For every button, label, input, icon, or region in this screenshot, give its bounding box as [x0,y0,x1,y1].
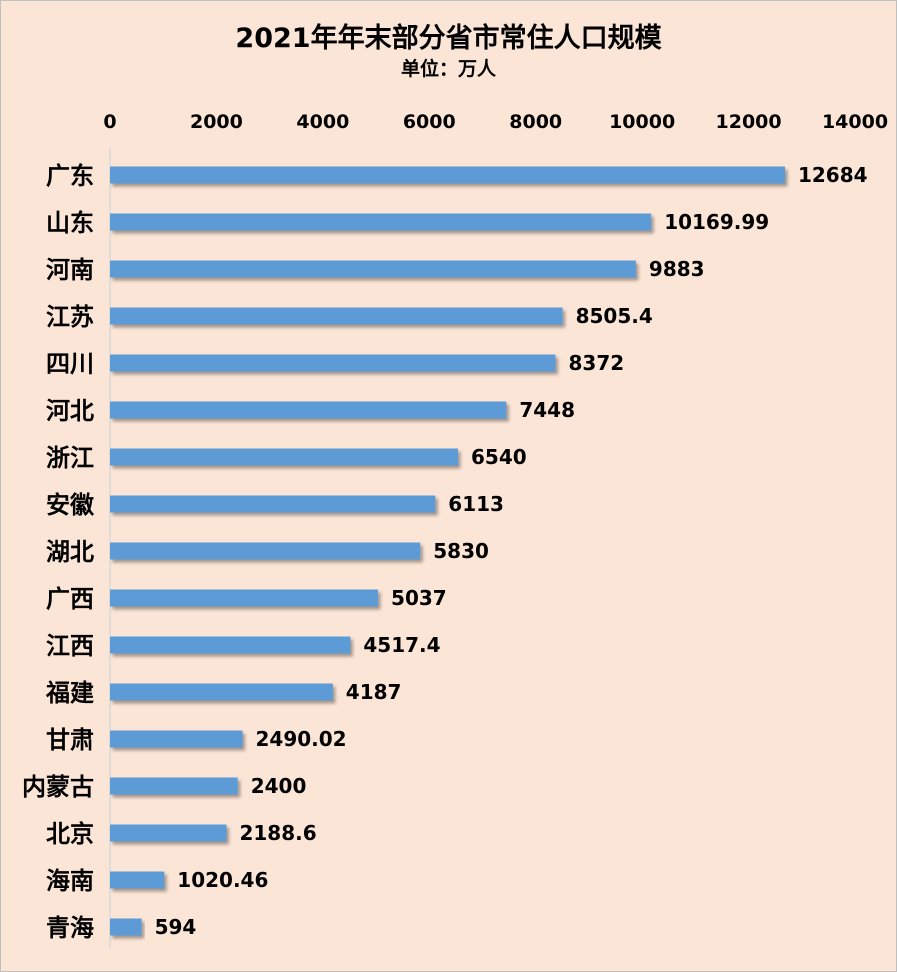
category-label: 甘肃 [46,726,94,754]
data-label: 4517.4 [363,633,440,657]
category-label: 广西 [46,585,94,613]
bar [110,918,142,936]
category-label: 青海 [46,914,94,942]
category-label: 山东 [46,209,94,237]
bar [110,260,636,278]
x-tick-label: 12000 [716,111,782,133]
data-label: 10169.99 [664,210,769,234]
bars [110,166,785,936]
category-label: 四川 [46,350,94,378]
x-tick-label: 6000 [403,111,456,133]
bar [110,871,165,889]
bar [110,636,351,654]
category-label: 广东 [46,162,94,190]
data-label: 8505.4 [576,304,653,328]
category-label: 福建 [45,679,94,707]
category-label: 浙江 [46,444,94,472]
bar [110,354,556,372]
bar [110,589,379,607]
bar [110,213,652,231]
category-label: 内蒙古 [22,773,94,801]
x-axis-tick-labels: 0 2000 4000 6000 8000 10000 12000 14000 [103,111,888,133]
x-tick-label: 0 [103,111,116,133]
bar [110,401,507,419]
data-label: 4187 [346,680,402,704]
data-labels: 12684 10169.99 9883 8505.4 8372 7448 6540 6113 5… [155,163,868,939]
bar [110,307,563,325]
data-label: 6113 [448,492,504,516]
bar [110,495,436,513]
chart-subtitle: 单位：万人 [400,58,496,80]
data-label: 12684 [798,163,868,187]
category-label: 江苏 [46,303,94,331]
x-tick-label: 10000 [609,111,675,133]
category-label: 北京 [46,820,94,848]
bar [110,448,459,466]
x-tick-label: 8000 [509,111,562,133]
bar [110,824,227,842]
data-label: 2400 [251,774,307,798]
data-label: 2188.6 [239,821,316,845]
x-tick-label: 14000 [822,111,888,133]
x-tick-label: 2000 [190,111,243,133]
data-label: 1020.46 [177,868,268,892]
data-label: 9883 [649,257,705,281]
data-label: 8372 [569,351,625,375]
data-label: 594 [155,915,197,939]
bar [110,166,785,184]
category-label: 江西 [46,632,94,660]
data-label: 5037 [391,586,447,610]
category-label: 湖北 [46,538,94,566]
bar [110,683,333,701]
bar [110,730,243,748]
category-label: 河北 [46,397,94,425]
bar [110,777,238,795]
category-label: 河南 [46,256,94,284]
data-label: 6540 [471,445,527,469]
data-label: 5830 [433,539,489,563]
data-label: 7448 [519,398,575,422]
category-label: 海南 [46,867,94,895]
chart-title: 2021年年末部分省市常住人口规模 [235,23,662,54]
category-label: 安徽 [46,491,95,519]
x-tick-label: 4000 [296,111,349,133]
bar [110,542,421,560]
data-label: 2490.02 [256,727,347,751]
